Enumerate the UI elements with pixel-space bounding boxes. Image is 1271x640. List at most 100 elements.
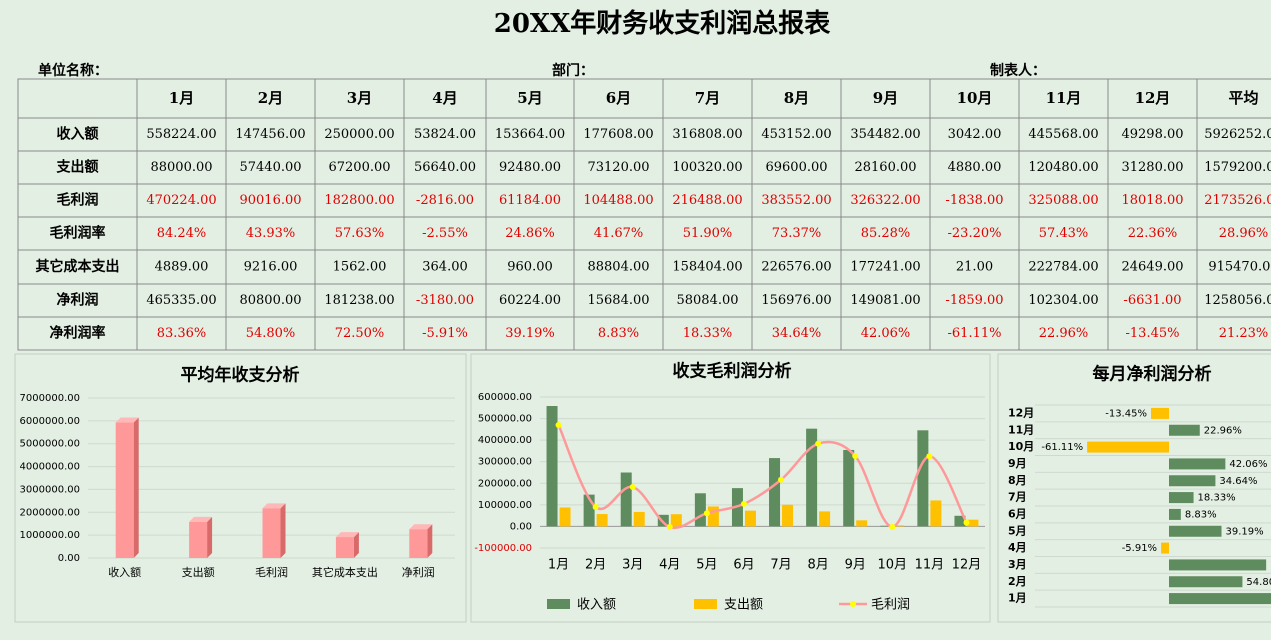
x-tick-label: 收入额 (108, 565, 141, 579)
line-marker (889, 523, 896, 530)
bar (1169, 475, 1216, 487)
bar (1087, 441, 1169, 453)
table-cell: 3042.00 (948, 127, 1002, 142)
x-tick-label: 1月 (548, 558, 569, 573)
table-cell: 465335.00 (146, 293, 216, 308)
table-cell: 88804.00 (587, 260, 649, 275)
table-cell: -1838.00 (945, 193, 1003, 208)
y-tick-label: 1月 (1008, 592, 1027, 605)
bar (880, 525, 892, 527)
x-tick-label: 2月 (585, 558, 606, 573)
x-tick-label: 10月 (878, 558, 908, 573)
bar (1169, 458, 1226, 470)
y-tick-label: 500000.00 (478, 414, 532, 425)
bar (744, 510, 756, 527)
table-cell: 21.23% (1219, 326, 1269, 341)
row-label: 收入额 (57, 126, 99, 143)
bar (930, 500, 942, 527)
chart-title: 平均年收支分析 (181, 365, 300, 386)
x-tick-label: 7月 (770, 558, 791, 573)
table-cell: 558224.00 (146, 127, 216, 142)
x-tick-label: 毛利润 (255, 565, 288, 579)
y-tick-label: 9月 (1008, 457, 1027, 470)
table-cell: 22.96% (1039, 326, 1089, 341)
row-label: 其它成本支出 (36, 258, 120, 275)
legend-label: 收入额 (577, 598, 616, 613)
table-cell: 453152.00 (761, 127, 831, 142)
data-label: 54.80% (1246, 577, 1271, 588)
row-label: 支出额 (56, 159, 99, 176)
table-cell: 15684.00 (587, 293, 649, 308)
legend-swatch (694, 599, 717, 609)
bar (1161, 542, 1169, 554)
legend-label: 毛利润 (871, 598, 910, 613)
table-cell: 149081.00 (850, 293, 920, 308)
x-tick-label: 9月 (845, 558, 866, 573)
bar (707, 506, 719, 527)
line-marker (740, 500, 747, 507)
y-tick-label: 11月 (1008, 423, 1034, 436)
line-marker (703, 510, 710, 517)
table-cell: -1859.00 (945, 293, 1003, 308)
line-marker (592, 504, 599, 511)
table-cell: 182800.00 (324, 193, 394, 208)
bar (1169, 559, 1267, 571)
table-cell: 28160.00 (854, 160, 916, 175)
column-header: 4月 (432, 89, 457, 107)
bar (893, 525, 905, 527)
table-cell: 5926252.00 (1204, 127, 1271, 142)
bar-front (189, 521, 208, 558)
table-cell: 2173526.00 (1204, 193, 1271, 208)
table-cell: 1579200.00 (1204, 160, 1271, 175)
line-marker (926, 453, 933, 460)
bar-front (409, 529, 428, 558)
table-cell: 181238.00 (324, 293, 394, 308)
table-cell: 42.06% (861, 326, 911, 341)
bar-front (115, 422, 134, 558)
table-cell: 60224.00 (499, 293, 561, 308)
table-cell: 56640.00 (414, 160, 476, 175)
table-cell: 316808.00 (672, 127, 742, 142)
bar-side (133, 417, 139, 558)
table-cell: 216488.00 (672, 193, 742, 208)
bar (596, 514, 608, 527)
table-cell: 177608.00 (583, 127, 653, 142)
table-cell: 73.37% (772, 226, 822, 241)
column-header: 11月 (1046, 89, 1082, 107)
line-marker (666, 524, 673, 531)
bar-top (189, 516, 213, 522)
bar-side (280, 503, 286, 558)
line-marker (815, 440, 822, 447)
y-tick-label: 0.00 (58, 553, 80, 564)
bar-3d (335, 532, 359, 558)
data-label: 42.06% (1229, 459, 1267, 470)
bar-top (335, 532, 359, 538)
table-cell: 83.36% (157, 326, 207, 341)
data-label: 22.96% (1204, 425, 1242, 436)
table-cell: 41.67% (594, 226, 644, 241)
table-cell: 4880.00 (948, 160, 1002, 175)
column-header: 平均 (1228, 89, 1258, 107)
y-tick-label: 5000000.00 (20, 439, 80, 450)
bar-side (427, 524, 433, 558)
bar (583, 494, 595, 527)
bar (670, 514, 682, 527)
table-cell: 158404.00 (672, 260, 742, 275)
bar (843, 449, 855, 527)
y-tick-label: 0.00 (510, 521, 532, 532)
column-header: 5月 (517, 89, 542, 107)
column-header: 3月 (347, 89, 372, 107)
y-tick-label: -100000.00 (474, 543, 532, 554)
table-cell: 445568.00 (1028, 127, 1098, 142)
bar (1169, 593, 1271, 605)
bar (1169, 525, 1222, 537)
y-tick-label: 10月 (1008, 440, 1034, 453)
bar-front (335, 537, 354, 558)
table-cell: 383552.00 (761, 193, 831, 208)
table-cell: 120480.00 (1028, 160, 1098, 175)
data-label: -61.11% (1041, 442, 1083, 453)
table-cell: 28.96% (1219, 226, 1269, 241)
y-tick-label: 6000000.00 (20, 416, 80, 427)
table-cell: 21.00 (956, 260, 993, 275)
